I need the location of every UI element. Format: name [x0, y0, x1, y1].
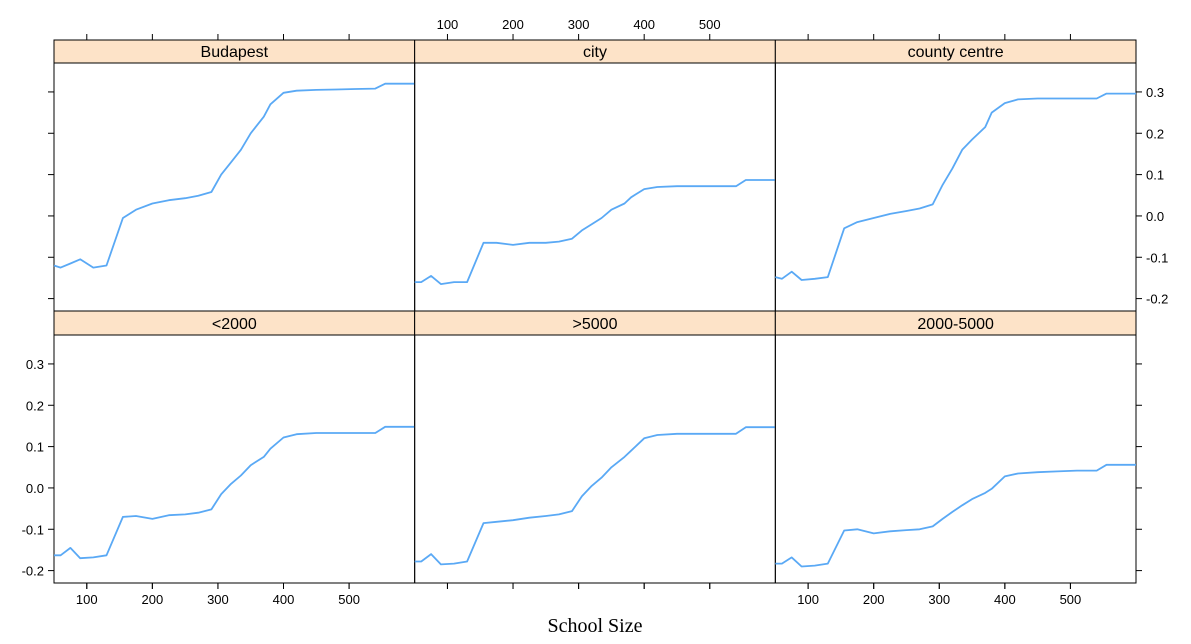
y-tick-label: 0.2 [1146, 126, 1164, 141]
strip-label: >5000 [573, 316, 618, 333]
series-line [414, 426, 776, 566]
x-tick-label: 500 [338, 592, 360, 607]
series-line [414, 179, 776, 285]
y-tick-label: 0.0 [1146, 209, 1164, 224]
series-line [775, 463, 1136, 568]
panel-1: Budapest [53, 39, 416, 317]
panel-frame [53, 62, 416, 312]
strip-label: 2000-5000 [917, 316, 994, 333]
y-tick-label: 0.3 [1146, 85, 1164, 100]
y-tick-label: 0.1 [1146, 168, 1164, 183]
x-tick-label: 100 [437, 17, 459, 32]
y-tick-label: -0.1 [22, 522, 44, 537]
y-tick-label: 0.2 [26, 398, 44, 413]
strip-label: Budapest [201, 44, 269, 61]
x-tick-label: 100 [797, 592, 819, 607]
x-tick-label: 400 [633, 17, 655, 32]
panel-2: city [414, 39, 776, 317]
y-tick-label: 0.1 [26, 440, 44, 455]
panel-3: county centre [774, 39, 1137, 317]
x-tick-label: 400 [994, 592, 1016, 607]
strip-background [774, 310, 1137, 336]
panel-6: 2000-5000 [774, 310, 1137, 589]
x-tick-label: 300 [568, 17, 590, 32]
panel-frame [414, 334, 776, 584]
series-line [53, 82, 415, 269]
x-tick-label: 500 [1060, 592, 1082, 607]
y-tick-label: -0.2 [22, 564, 44, 579]
strip-label: <2000 [212, 316, 257, 333]
strip-label: city [583, 44, 607, 61]
y-tick-label: 0.3 [26, 357, 44, 372]
y-tick-label: 0.0 [26, 481, 44, 496]
x-tick-label: 200 [863, 592, 885, 607]
strip-label: county centre [908, 44, 1004, 61]
x-tick-label: 200 [502, 17, 524, 32]
strip-background [414, 310, 776, 336]
panel-4: <2000 [53, 310, 416, 589]
x-tick-label: 300 [928, 592, 950, 607]
x-tick-label: 100 [76, 592, 98, 607]
panel-5: >5000 [414, 310, 776, 589]
x-tick-label: 300 [207, 592, 229, 607]
x-tick-label: 400 [273, 592, 295, 607]
x-tick-label: 500 [699, 17, 721, 32]
y-tick-label: -0.2 [1146, 292, 1168, 307]
series-line [775, 92, 1136, 281]
x-tick-label: 200 [142, 592, 164, 607]
series-line [54, 425, 415, 560]
x-axis-title: School Size [548, 615, 643, 637]
y-tick-label: -0.1 [1146, 250, 1168, 265]
panel-frame [774, 334, 1137, 584]
panel-frame [53, 334, 416, 584]
